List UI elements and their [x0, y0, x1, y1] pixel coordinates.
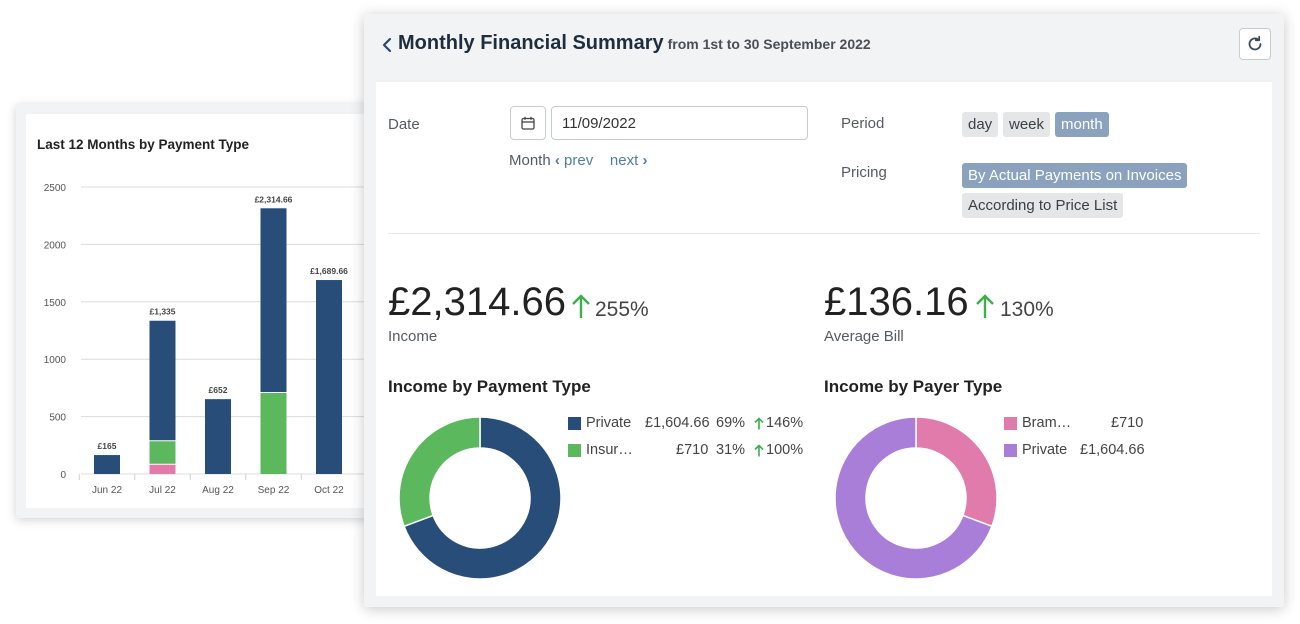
date-label: Date — [388, 116, 420, 133]
period-day-chip[interactable]: day — [962, 112, 999, 137]
payment-type-bar-chart-card: Last 12 Months by Payment Type 0 500 1000 1… — [16, 104, 396, 518]
calendar-icon — [521, 116, 535, 130]
legend-swatch — [568, 417, 581, 430]
legend-amount: £1,604.66 — [1080, 442, 1145, 458]
month-nav: Month ‹ prev next › — [509, 152, 647, 169]
legend-swatch — [568, 444, 581, 457]
period-label: Period — [841, 115, 885, 132]
refresh-icon — [1248, 35, 1262, 51]
prev-month-link[interactable]: ‹ prev — [555, 152, 593, 169]
average-bill-change: 130% — [1000, 298, 1054, 321]
page-title-text: Monthly Financial Summary — [398, 32, 664, 54]
pricing-price-list-chip[interactable]: According to Price List — [962, 193, 1124, 218]
bar-total-label: £1,335 — [150, 307, 176, 317]
bar-chart-title: Last 12 Months by Payment Type — [37, 137, 250, 152]
summary-panel: Date Month ‹ prev next › Period day week… — [376, 82, 1272, 596]
legend-row-bram: Bram… £710 — [1004, 414, 1164, 434]
legend-swatch — [1004, 444, 1017, 457]
bar-segment[interactable] — [260, 208, 287, 393]
y-tick-label: 500 — [49, 413, 66, 424]
prev-label: prev — [564, 152, 594, 169]
bar-total-label: £1,689.66 — [310, 266, 348, 276]
legend-row-private: Private £1,604.66 69% 146% — [568, 414, 808, 434]
legend-amount: £710 — [676, 442, 709, 458]
y-tick-label: 1500 — [44, 298, 67, 309]
legend-change: 146% — [766, 415, 804, 431]
next-label: next — [609, 152, 639, 169]
pricing-actual-payments-chip[interactable]: By Actual Payments on Invoices — [962, 163, 1188, 188]
legend-amount: £1,604.66 — [645, 415, 710, 431]
bar-total-label: £2,314.66 — [255, 194, 293, 204]
arrow-up-icon — [976, 294, 994, 318]
monthly-financial-summary-card: Monthly Financial Summary from 1st to 30 … — [364, 14, 1284, 607]
page-subtitle: from 1st to 30 September 2022 — [667, 36, 871, 52]
legend-row-private-payer: Private £1,604.66 — [1004, 441, 1164, 461]
y-tick-label: 1000 — [44, 355, 67, 366]
income-change: 255% — [595, 298, 649, 321]
bar-total-label: £652 — [209, 385, 228, 395]
payer-type-donut-chart — [834, 416, 998, 580]
x-tick-label: Sep 22 — [258, 485, 290, 496]
bar-chart: Last 12 Months by Payment Type 0 500 1000 1… — [37, 137, 396, 496]
pricing-label: Pricing — [841, 164, 887, 181]
x-tick-label: Oct 22 — [314, 485, 344, 496]
legend-amount: £710 — [1111, 415, 1144, 431]
page-title: Monthly Financial Summary from 1st to 30 … — [398, 32, 871, 55]
bar-segment[interactable] — [149, 320, 176, 441]
x-tick-label: Jun 22 — [92, 485, 122, 496]
legend-name: Bram… — [1022, 415, 1072, 431]
income-by-payer-title: Income by Payer Type — [824, 377, 1003, 396]
refresh-button[interactable] — [1239, 28, 1271, 60]
donut-slice[interactable] — [403, 416, 562, 580]
chevron-left-icon: ‹ — [554, 152, 560, 169]
income-label: Income — [388, 328, 438, 345]
legend-name: Private — [586, 415, 632, 431]
x-tick-label: Aug 22 — [202, 485, 234, 496]
arrow-up-icon — [572, 294, 590, 318]
y-tick-label: 2000 — [44, 240, 67, 251]
legend-name: Insur… — [586, 442, 633, 458]
summary-header: Monthly Financial Summary from 1st to 30 … — [364, 14, 1284, 80]
period-month-chip[interactable]: month — [1055, 112, 1109, 137]
payment-type-donut-chart — [398, 416, 562, 580]
bar-chart-panel: Last 12 Months by Payment Type 0 500 1000 1… — [26, 114, 396, 508]
income-value: £2,314.66 — [388, 280, 566, 324]
income-by-payment-title: Income by Payment Type — [388, 377, 591, 396]
legend-swatch — [1004, 417, 1017, 430]
date-input[interactable] — [551, 106, 808, 140]
bar-segment[interactable] — [149, 440, 176, 465]
legend-change: 100% — [766, 442, 804, 458]
arrow-up-icon — [754, 417, 764, 430]
y-tick-label: 0 — [60, 470, 66, 481]
average-bill-label: Average Bill — [824, 328, 904, 345]
divider — [388, 233, 1260, 234]
period-week-chip[interactable]: week — [1003, 112, 1051, 137]
chevron-right-icon: › — [642, 152, 648, 169]
x-tick-label: Jul 22 — [149, 485, 176, 496]
bar-segment[interactable] — [316, 280, 342, 474]
arrow-up-icon — [754, 444, 764, 457]
legend-row-insurance: Insur… £710 31% 100% — [568, 441, 808, 461]
bar-segment[interactable] — [205, 399, 231, 474]
average-bill-value: £136.16 — [824, 280, 969, 324]
bar-segment[interactable] — [149, 464, 176, 474]
bar-segment[interactable] — [94, 455, 120, 474]
donut-slice[interactable] — [398, 416, 481, 528]
legend-name: Private — [1022, 442, 1068, 458]
calendar-button[interactable] — [510, 106, 546, 140]
next-month-link[interactable]: next › — [610, 152, 648, 169]
back-chevron-icon[interactable] — [378, 34, 398, 56]
bar-total-label: £165 — [98, 441, 117, 451]
bar-segment[interactable] — [260, 392, 287, 474]
donut-slice[interactable] — [915, 416, 998, 528]
legend-share: 31% — [716, 442, 746, 458]
legend-share: 69% — [716, 415, 746, 431]
month-label: Month — [509, 152, 551, 169]
donut-slice[interactable] — [834, 416, 993, 580]
y-tick-label: 2500 — [44, 183, 67, 194]
